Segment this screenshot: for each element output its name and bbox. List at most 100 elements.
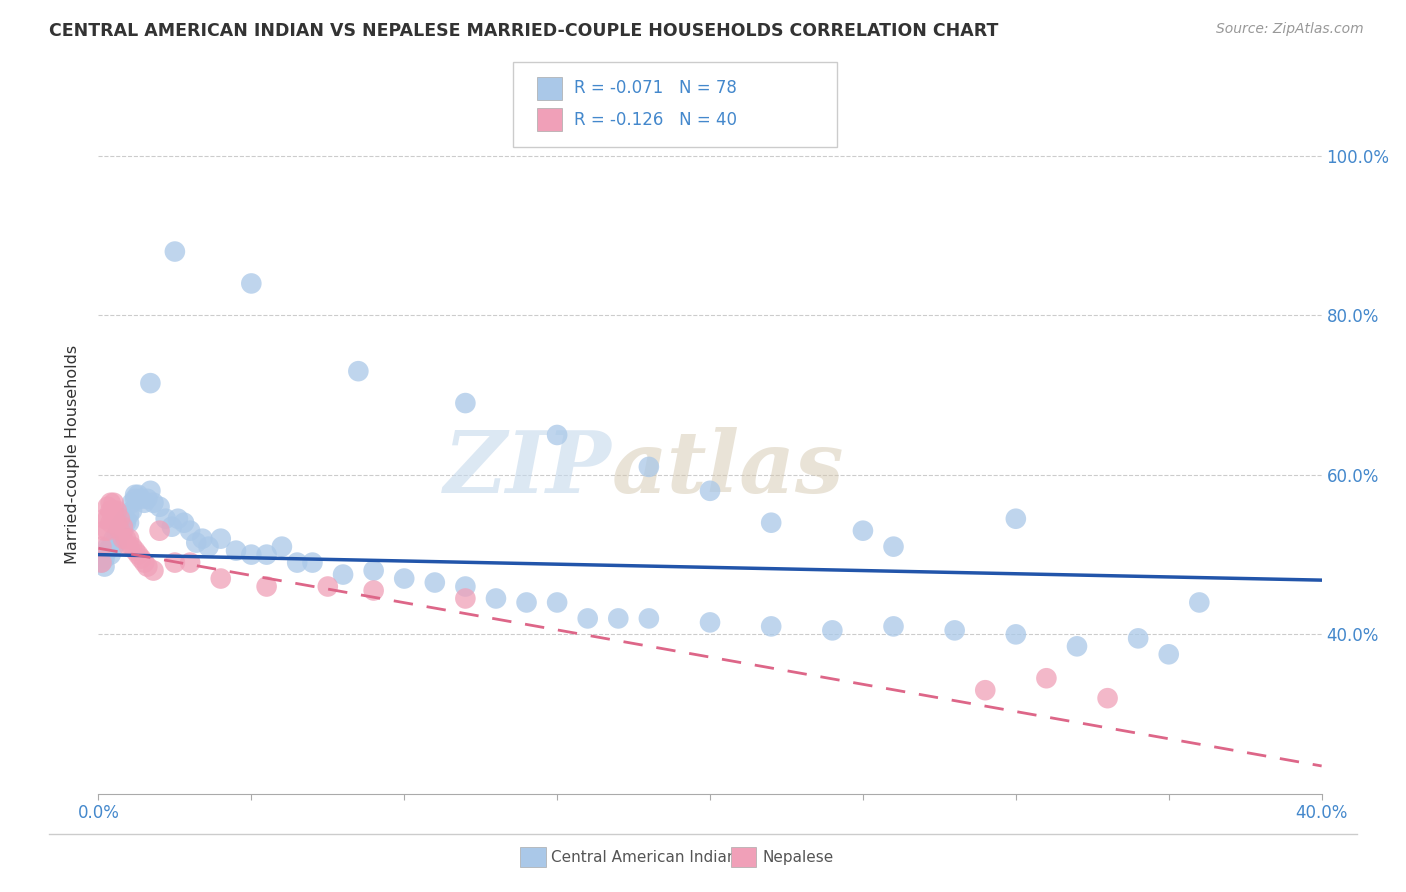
Point [139, 376, 162, 391]
Point [100, 516, 122, 530]
Text: atlas: atlas [612, 426, 845, 510]
Point [115, 512, 138, 526]
Point [97, 512, 120, 526]
Point [1004, 627, 1026, 641]
Point [97, 540, 120, 554]
Point [97, 543, 120, 558]
Point [285, 556, 308, 570]
Point [108, 524, 131, 538]
Point [209, 532, 232, 546]
Point [546, 428, 568, 442]
Point [105, 504, 128, 518]
Point [454, 580, 477, 594]
Point [105, 535, 128, 549]
Point [160, 519, 183, 533]
Point [759, 619, 782, 633]
Point [97, 524, 120, 538]
Text: Source: ZipAtlas.com: Source: ZipAtlas.com [1216, 22, 1364, 37]
Point [93, 524, 115, 538]
Point [173, 516, 195, 530]
Point [121, 540, 143, 554]
Point [699, 615, 721, 630]
Point [191, 532, 214, 546]
Point [90, 556, 112, 570]
Point [103, 512, 125, 526]
Point [134, 496, 156, 510]
Point [121, 504, 143, 518]
Point [124, 543, 146, 558]
Point [93, 512, 115, 526]
Point [134, 556, 156, 570]
Point [883, 619, 905, 633]
Point [108, 524, 131, 538]
Text: Nepalese: Nepalese [762, 850, 834, 864]
Point [149, 500, 172, 514]
Point [136, 491, 159, 506]
Point [1097, 691, 1119, 706]
Point [485, 591, 508, 606]
Point [111, 524, 134, 538]
Text: R = -0.071   N = 78: R = -0.071 N = 78 [574, 79, 737, 97]
Point [392, 572, 416, 586]
Point [105, 516, 128, 530]
Point [240, 548, 263, 562]
Point [301, 556, 323, 570]
Point [363, 564, 385, 578]
Point [454, 396, 477, 410]
Point [256, 580, 278, 594]
Point [105, 527, 128, 541]
Point [118, 532, 141, 546]
Point [852, 524, 875, 538]
Point [103, 540, 125, 554]
Point [149, 524, 172, 538]
Point [90, 540, 112, 554]
Point [103, 496, 125, 510]
Point [332, 567, 354, 582]
Point [1066, 640, 1088, 654]
Point [124, 491, 146, 506]
Point [516, 595, 538, 609]
Point [115, 532, 138, 546]
Point [256, 548, 278, 562]
Point [546, 595, 568, 609]
Point [111, 516, 134, 530]
Point [118, 508, 141, 522]
Point [115, 516, 138, 530]
Point [100, 548, 122, 562]
Point [97, 500, 120, 514]
Point [699, 483, 721, 498]
Point [423, 575, 446, 590]
Point [316, 580, 339, 594]
Point [179, 524, 201, 538]
Point [118, 540, 141, 554]
Point [129, 491, 152, 506]
Text: CENTRAL AMERICAN INDIAN VS NEPALESE MARRIED-COUPLE HOUSEHOLDS CORRELATION CHART: CENTRAL AMERICAN INDIAN VS NEPALESE MARR… [49, 22, 998, 40]
Point [163, 244, 186, 259]
Point [103, 532, 125, 546]
Point [363, 583, 385, 598]
Point [93, 559, 115, 574]
Point [136, 559, 159, 574]
Point [167, 512, 190, 526]
Point [1004, 512, 1026, 526]
Point [607, 611, 630, 625]
Point [209, 572, 232, 586]
Text: ZIP: ZIP [444, 426, 612, 510]
Point [93, 551, 115, 566]
Y-axis label: Married-couple Households: Married-couple Households [65, 345, 80, 565]
Point [1128, 632, 1150, 646]
Point [127, 488, 149, 502]
Point [103, 504, 125, 518]
Point [1157, 648, 1180, 662]
Point [454, 591, 477, 606]
Point [90, 556, 112, 570]
Point [179, 556, 201, 570]
Point [186, 535, 208, 549]
Point [270, 540, 292, 554]
Point [111, 519, 134, 533]
Point [100, 540, 122, 554]
Point [108, 512, 131, 526]
Point [225, 543, 247, 558]
Point [240, 277, 263, 291]
Point [139, 483, 162, 498]
